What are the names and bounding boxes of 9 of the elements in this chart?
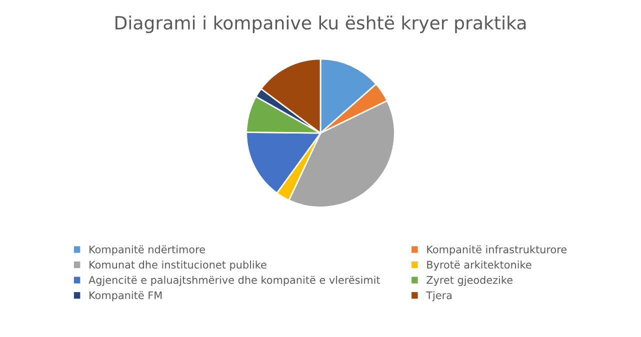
legend-label: Komunat dhe institucionet publike bbox=[90, 260, 266, 271]
legend-label: Kompanitë ndërtimore bbox=[90, 245, 205, 256]
legend-label: Byrotë arkitektonike bbox=[427, 260, 532, 271]
legend-label: Kompanitë infrastrukturore bbox=[427, 245, 567, 256]
chart-title: Diagrami i kompanive ku është kryer praktika bbox=[116, 16, 526, 34]
legend-label: Kompanitë FM bbox=[90, 291, 162, 302]
legend-label: Tjera bbox=[426, 291, 452, 302]
legend-label: Agjencitë e paluajtshmërive dhe kompanitë e vlerësimit bbox=[88, 276, 380, 286]
legend-label: Zyret gjeodezike bbox=[426, 276, 512, 286]
